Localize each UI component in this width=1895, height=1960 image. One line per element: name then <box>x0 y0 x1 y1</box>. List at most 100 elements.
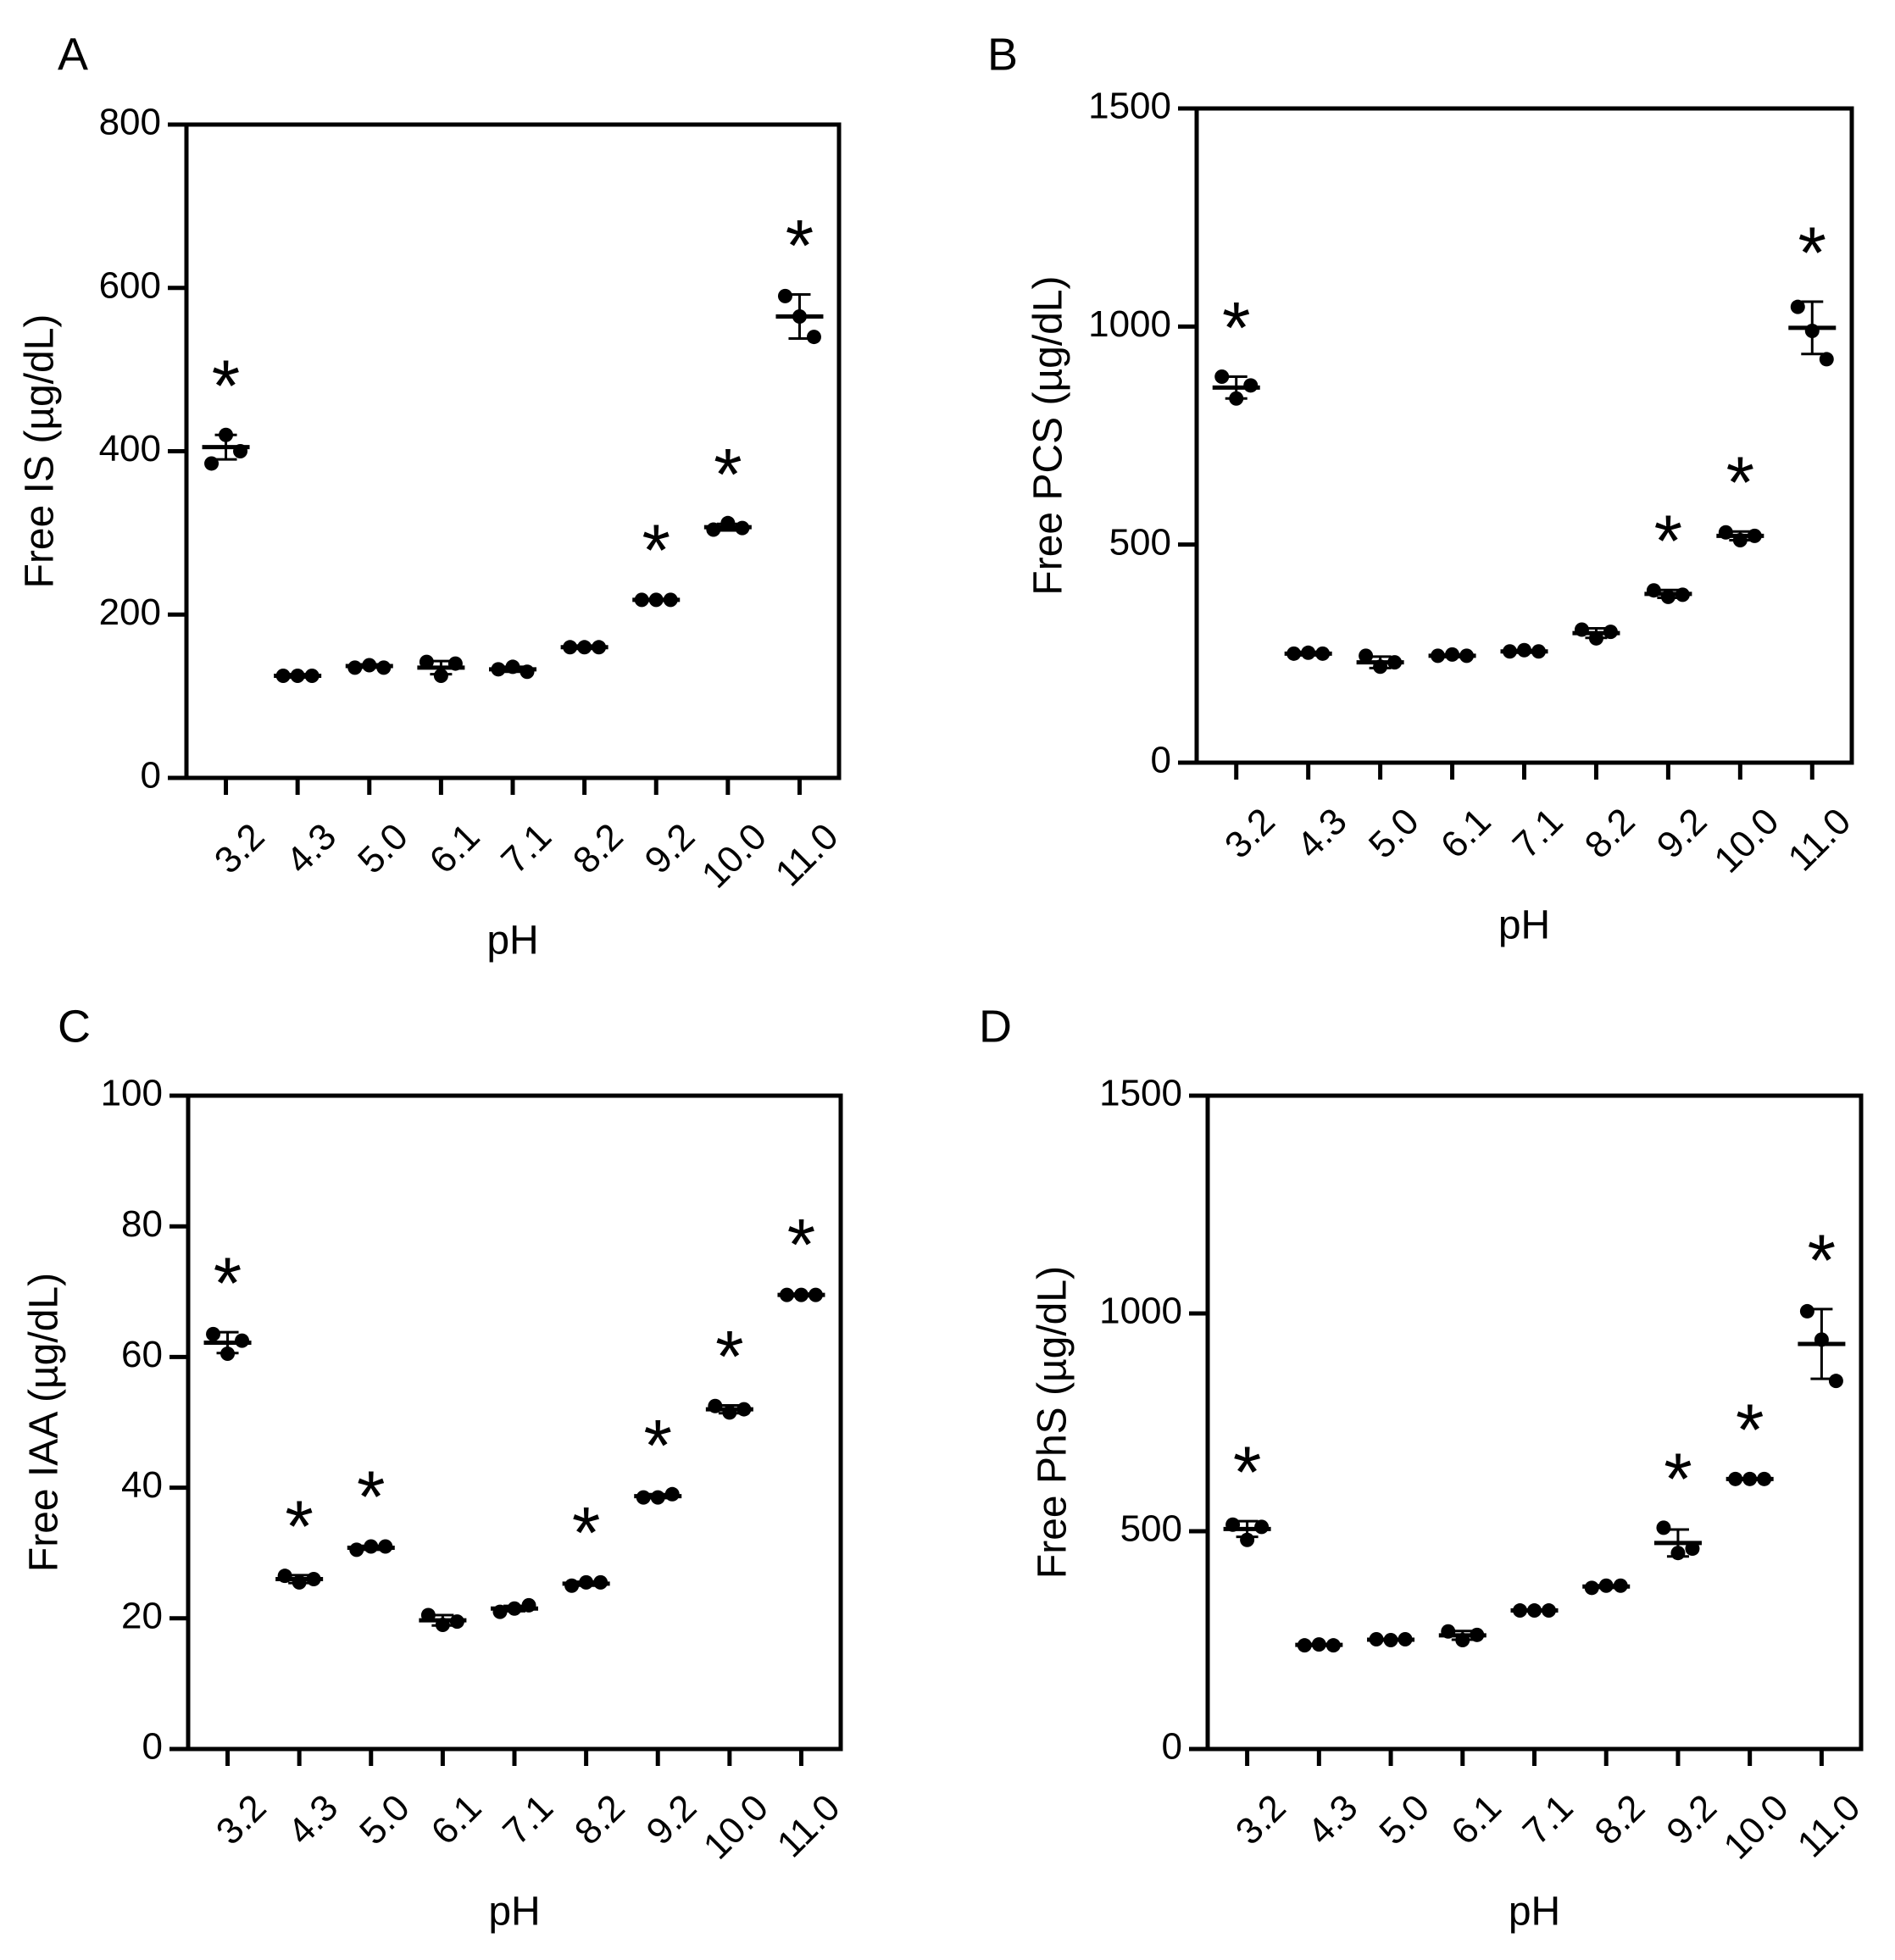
data-point <box>520 664 535 680</box>
y-tick-label: 500 <box>1109 521 1171 563</box>
data-point <box>722 1405 737 1420</box>
significance-marker: * <box>714 434 742 515</box>
data-point <box>1325 1638 1341 1653</box>
significance-marker: * <box>1233 1432 1261 1513</box>
y-tick-label: 60 <box>121 1334 163 1375</box>
data-point <box>808 1287 823 1302</box>
data-point <box>1574 622 1589 637</box>
data-point <box>1398 1631 1413 1646</box>
significance-marker: * <box>715 1316 743 1397</box>
data-point <box>577 640 592 655</box>
significance-marker: * <box>1798 213 1826 294</box>
data-point <box>650 1490 665 1505</box>
data-point <box>663 592 678 608</box>
x-tick-label: 3.2 <box>207 815 273 881</box>
y-tick-label: 500 <box>1120 1508 1182 1550</box>
x-tick-label: 4.3 <box>280 1786 346 1852</box>
x-tick-label: 9.2 <box>638 1786 704 1852</box>
y-tick-label: 80 <box>121 1203 163 1245</box>
y-axis-title: Free PhS (µg/dL) <box>1031 1266 1075 1579</box>
data-point <box>376 660 392 675</box>
chart-panel-a: A 0 200 400 600 800 Free IS (µg/dL) 3.2 4.3 5.0 6.… <box>18 29 847 963</box>
x-tick-label: 7.1 <box>493 815 559 881</box>
x-axis-title: pH <box>486 919 538 963</box>
y-tick-label: 1500 <box>1099 1073 1182 1114</box>
y-tick-label: 1500 <box>1088 86 1171 127</box>
panel-label: D <box>979 1001 1012 1052</box>
x-tick-label: 7.1 <box>495 1786 561 1852</box>
y-axis-title: Free PCS (µg/dL) <box>1026 275 1071 595</box>
data-point <box>1513 1603 1527 1619</box>
data-point <box>1814 1332 1829 1347</box>
y-tick-label: 0 <box>141 755 161 797</box>
data-point <box>563 640 578 655</box>
data-point <box>1527 1603 1542 1619</box>
y-tick-label: 1000 <box>1088 303 1171 345</box>
data-point <box>1445 647 1460 662</box>
data-point <box>292 1574 307 1590</box>
data-point <box>1828 1374 1843 1389</box>
y-tick-label: 1000 <box>1099 1291 1182 1332</box>
significance-marker: * <box>1654 501 1682 582</box>
data-point <box>1742 1471 1758 1486</box>
x-tick-label: 8.2 <box>565 815 631 881</box>
data-point <box>1613 1578 1628 1593</box>
data-point <box>1819 352 1834 367</box>
significance-marker: * <box>214 1243 242 1324</box>
x-tick-label: 4.3 <box>1300 1786 1366 1852</box>
data-point <box>720 515 736 530</box>
data-point <box>277 1569 292 1584</box>
data-point <box>1531 644 1546 659</box>
significance-marker: * <box>787 1205 815 1286</box>
x-tick-label: 11.0 <box>768 815 847 894</box>
data-point <box>304 669 320 684</box>
data-point <box>1441 1624 1456 1639</box>
data-point <box>1369 1631 1384 1646</box>
data-point <box>706 522 721 537</box>
data-point <box>1646 583 1661 598</box>
x-tick-label: 7.1 <box>1505 800 1571 866</box>
significance-marker: * <box>786 205 814 286</box>
y-tick-label: 100 <box>101 1073 163 1114</box>
data-point <box>1804 323 1820 338</box>
significance-marker: * <box>357 1457 385 1538</box>
data-point <box>1229 391 1244 406</box>
data-point <box>593 1574 609 1590</box>
data-point <box>1747 528 1762 543</box>
data-point <box>1799 1303 1814 1319</box>
data-point <box>1243 378 1259 393</box>
data-point <box>1670 1546 1686 1561</box>
y-tick-label: 400 <box>99 428 161 469</box>
x-tick-label: 11.0 <box>1790 1786 1869 1865</box>
significance-marker: * <box>572 1493 600 1574</box>
significance-marker: * <box>212 346 240 427</box>
data-point <box>1455 1633 1470 1647</box>
significance-marker: * <box>1664 1439 1692 1520</box>
x-axis-title: pH <box>488 1890 540 1935</box>
x-tick-label: 9.2 <box>1659 1786 1725 1852</box>
data-point <box>634 592 649 608</box>
x-tick-label: 3.2 <box>1217 800 1283 866</box>
x-tick-label: 9.2 <box>1649 800 1715 866</box>
x-tick-label: 4.3 <box>278 815 344 881</box>
data-point <box>1656 1520 1671 1535</box>
data-point <box>1387 655 1403 670</box>
data-point <box>1383 1633 1398 1647</box>
data-point <box>564 1578 580 1593</box>
data-point <box>1225 1517 1241 1532</box>
significance-marker: * <box>1736 1390 1764 1471</box>
data-point <box>1373 659 1388 675</box>
data-point <box>1470 1627 1485 1642</box>
data-point <box>735 520 750 536</box>
data-point <box>505 659 520 675</box>
data-point <box>206 1326 221 1341</box>
data-point <box>306 1572 321 1587</box>
significance-marker: * <box>285 1486 313 1568</box>
data-point <box>1517 642 1531 658</box>
data-point <box>1790 299 1805 314</box>
data-point <box>708 1398 723 1413</box>
data-point <box>364 1539 379 1554</box>
chart-panel-b: B 0 500 1000 1500 Free PCS (µg/dL) 3.2 4.3 5.0 6.… <box>987 29 1859 947</box>
data-point <box>592 640 607 655</box>
